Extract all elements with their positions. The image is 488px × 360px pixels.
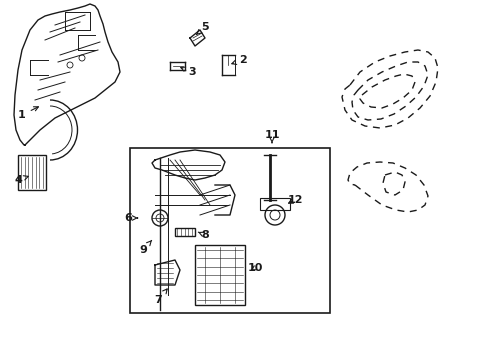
Bar	[175, 228, 195, 236]
Bar	[130, 148, 329, 313]
Bar	[18, 155, 46, 190]
Text: 2: 2	[231, 55, 246, 65]
Text: 10: 10	[247, 263, 262, 273]
Text: 4: 4	[14, 175, 28, 185]
Text: 12: 12	[286, 195, 302, 205]
Text: 11: 11	[264, 130, 279, 143]
Text: 7: 7	[154, 289, 167, 305]
Bar	[260, 198, 289, 210]
Text: 1: 1	[18, 107, 39, 120]
Text: 3: 3	[181, 67, 195, 77]
Text: 8: 8	[198, 230, 208, 240]
Text: 9: 9	[139, 240, 151, 255]
Text: 6: 6	[124, 213, 137, 223]
Text: 5: 5	[196, 22, 208, 35]
Bar	[195, 245, 244, 305]
